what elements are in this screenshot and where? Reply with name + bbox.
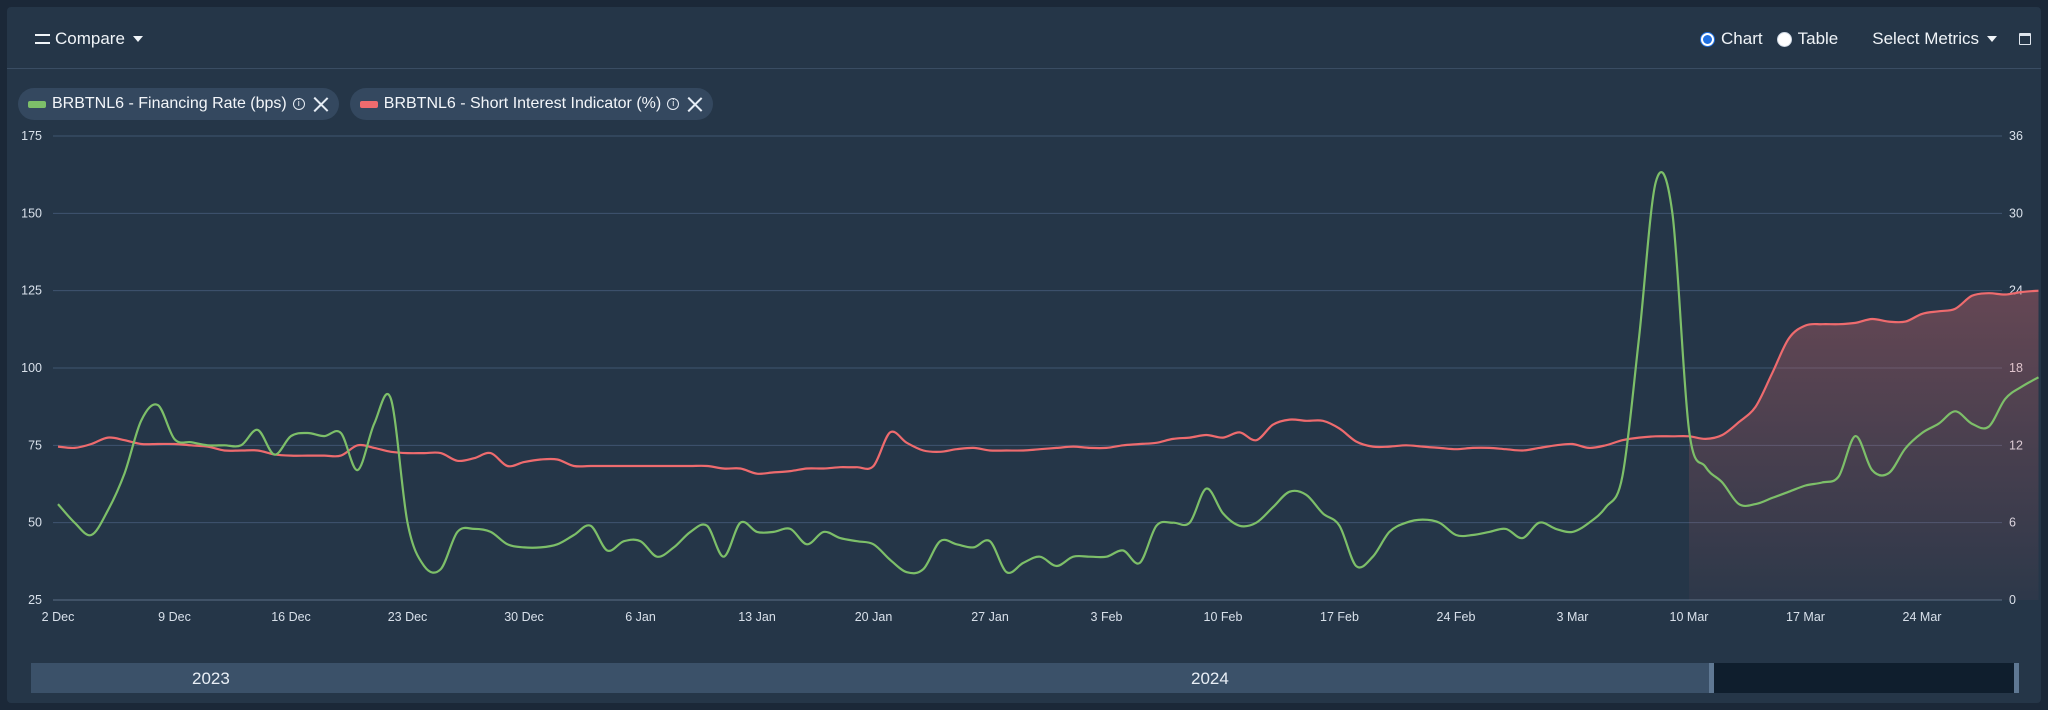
menu-icon bbox=[35, 34, 50, 44]
chart-radio-label: Chart bbox=[1721, 29, 1763, 48]
select-metrics-dropdown[interactable]: Select Metrics bbox=[1872, 29, 1997, 49]
series-line bbox=[57, 289, 2039, 475]
series-color-swatch bbox=[28, 100, 46, 108]
y-right-tick-label: 30 bbox=[2009, 206, 2023, 220]
series-line bbox=[57, 171, 2040, 575]
calendar-icon[interactable] bbox=[2019, 33, 2031, 45]
x-tick-label: 2 Dec bbox=[42, 610, 75, 624]
y-left-tick-label: 150 bbox=[21, 206, 42, 220]
y-left-tick-label: 75 bbox=[28, 438, 42, 452]
x-tick-label: 27 Jan bbox=[971, 610, 1009, 624]
radio-selected-icon[interactable] bbox=[1700, 31, 1716, 47]
series-area-fill bbox=[1689, 290, 2039, 600]
chart-radio[interactable]: Chart bbox=[1700, 29, 1763, 49]
legend-chips: BRBTNL6 - Financing Rate (bps) i BRBTNL6… bbox=[18, 88, 724, 120]
toolbar: Compare Chart Table Select Metrics bbox=[7, 7, 2041, 69]
x-tick-label: 16 Dec bbox=[271, 610, 311, 624]
series-layer bbox=[57, 171, 2040, 600]
x-tick-label: 20 Jan bbox=[855, 610, 893, 624]
legend-label: BRBTNL6 - Financing Rate (bps) bbox=[52, 95, 287, 112]
x-tick-label: 13 Jan bbox=[738, 610, 776, 624]
y-right-tick-label: 36 bbox=[2009, 129, 2023, 143]
chart-panel: Compare Chart Table Select Metrics BRBTN… bbox=[7, 7, 2041, 703]
navigator-year-label: 2024 bbox=[1191, 669, 1229, 688]
x-tick-label: 6 Jan bbox=[625, 610, 656, 624]
x-tick-label: 9 Dec bbox=[158, 610, 191, 624]
x-tick-label: 30 Dec bbox=[504, 610, 544, 624]
radio-unselected-icon[interactable] bbox=[1776, 31, 1792, 47]
series-color-swatch bbox=[359, 100, 378, 108]
legend-label: BRBTNL6 - Short Interest Indicator (%) bbox=[383, 95, 662, 112]
x-tick-label: 17 Feb bbox=[1320, 610, 1359, 624]
range-navigator[interactable]: 2023 2024 bbox=[24, 659, 2024, 693]
x-tick-label: 24 Feb bbox=[1437, 610, 1476, 624]
y-left-tick-label: 50 bbox=[28, 516, 42, 530]
view-controls: Chart Table Select Metrics bbox=[1700, 29, 2031, 49]
y-left-tick-label: 100 bbox=[21, 361, 42, 375]
compare-label: Compare bbox=[55, 29, 125, 48]
info-icon[interactable]: i bbox=[667, 98, 680, 110]
x-tick-label: 24 Mar bbox=[1903, 610, 1942, 624]
y-left-tick-label: 25 bbox=[28, 593, 42, 607]
y-axis-left: 25 50 75 100 125 150 175 bbox=[21, 129, 42, 607]
x-tick-label: 10 Feb bbox=[1204, 610, 1243, 624]
x-tick-label: 10 Mar bbox=[1670, 610, 1709, 624]
gridlines bbox=[53, 135, 2002, 601]
x-axis: 2 Dec 9 Dec 16 Dec 23 Dec 30 Dec 6 Jan 13 Jan 2… bbox=[42, 610, 1942, 624]
chevron-down-icon bbox=[1987, 36, 1997, 42]
x-tick-label: 17 Mar bbox=[1786, 610, 1825, 624]
chevron-down-icon bbox=[132, 36, 143, 42]
navigator-year-label: 2023 bbox=[192, 669, 230, 688]
navigator-handle-right[interactable] bbox=[2014, 663, 2019, 693]
legend-chip-financing-rate[interactable]: BRBTNL6 - Financing Rate (bps) i bbox=[18, 88, 339, 120]
legend-chip-short-interest[interactable]: BRBTNL6 - Short Interest Indicator (%) i bbox=[349, 88, 714, 120]
y-left-tick-label: 175 bbox=[21, 129, 42, 143]
x-tick-label: 3 Feb bbox=[1091, 610, 1123, 624]
navigator-selection[interactable] bbox=[31, 663, 1711, 693]
y-left-tick-label: 125 bbox=[21, 284, 42, 298]
navigator-handle-left[interactable] bbox=[1709, 663, 1714, 693]
x-tick-label: 3 Mar bbox=[1557, 610, 1589, 624]
table-radio-label: Table bbox=[1797, 29, 1839, 48]
compare-dropdown[interactable]: Compare bbox=[35, 29, 143, 49]
info-icon[interactable]: i bbox=[292, 98, 305, 110]
x-tick-label: 23 Dec bbox=[388, 610, 428, 624]
select-metrics-label: Select Metrics bbox=[1872, 29, 1979, 48]
table-radio[interactable]: Table bbox=[1776, 29, 1839, 49]
